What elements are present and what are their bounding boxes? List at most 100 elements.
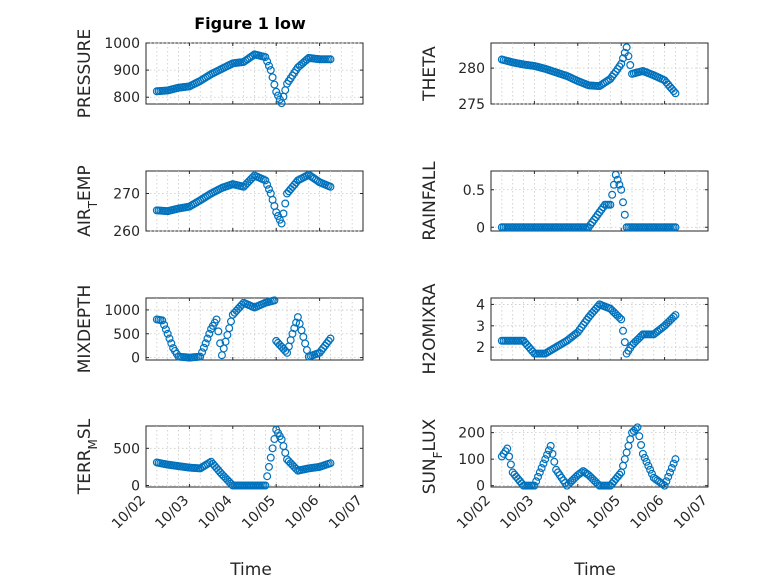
data-point — [543, 450, 552, 459]
data-point — [326, 459, 335, 468]
data-point — [503, 444, 512, 453]
y-tick-label: 200 — [458, 426, 485, 442]
data-point — [577, 468, 586, 477]
data-point — [268, 73, 277, 82]
data-point — [638, 449, 647, 458]
data-point — [326, 182, 335, 191]
x-tick-label: 10/02 — [109, 493, 149, 533]
data-point — [619, 198, 628, 207]
data-point — [635, 432, 644, 441]
data-point — [606, 200, 615, 209]
data-point — [198, 348, 207, 357]
y-tick-label: 280 — [458, 61, 485, 77]
data-point — [631, 425, 640, 434]
data-point — [608, 190, 617, 199]
data-point — [158, 316, 167, 325]
x-axis-label-left: Time — [229, 560, 272, 580]
x-tick-label: 10/03 — [152, 493, 192, 533]
data-point — [662, 477, 671, 486]
data-point — [539, 459, 548, 468]
subplot-terr-msl: 0 500 TERRMSL 10/02 10/03 10/04 10/05 10/06 10/0… — [75, 418, 366, 532]
data-point — [263, 472, 272, 481]
data-point — [666, 468, 675, 477]
data-point — [263, 180, 272, 189]
y-tick-label: 0 — [131, 479, 140, 495]
data-point — [647, 469, 656, 478]
data-point — [205, 329, 214, 338]
y-axis-label: PRESSURE — [75, 29, 95, 118]
data-point — [201, 339, 210, 348]
data-point — [270, 80, 279, 89]
data-point — [617, 185, 626, 194]
data-point — [160, 320, 169, 329]
data-point — [266, 66, 275, 75]
data-point — [292, 318, 301, 327]
x-tick-label: 10/05 — [239, 493, 279, 533]
subplot-mixdepth: 0 500 1000 MIXDEPTH — [75, 285, 364, 373]
data-point — [326, 334, 335, 343]
x-tick-label: 10/02 — [454, 493, 494, 533]
plot-area — [145, 425, 364, 488]
y-tick-label: 2 — [476, 340, 485, 356]
data-point — [633, 423, 642, 432]
y-tick-label: 800 — [113, 90, 140, 106]
x-tick-label: 10/07 — [326, 493, 366, 533]
data-point — [644, 461, 653, 470]
subplot-rainfall: 0 0.5 RAINFALL — [420, 161, 709, 241]
y-tick-label: 900 — [113, 63, 140, 79]
data-point — [619, 326, 628, 335]
data-point — [624, 52, 633, 61]
y-tick-label: 4 — [476, 297, 485, 313]
y-tick-label: 500 — [113, 441, 140, 457]
data-point — [615, 180, 624, 189]
data-point — [532, 477, 541, 486]
y-tick-label: 1000 — [104, 303, 140, 319]
x-tick-label: 10/04 — [541, 492, 581, 532]
data-point — [669, 459, 678, 468]
x-tick-label: 10/06 — [283, 492, 323, 532]
data-point — [506, 460, 515, 469]
data-point — [326, 55, 335, 64]
y-axis-label: TERRMSL — [75, 418, 100, 495]
data-point — [264, 61, 273, 70]
x-tick-label: 10/03 — [497, 493, 537, 533]
data-point — [199, 343, 208, 352]
data-point — [165, 334, 174, 343]
data-point — [203, 334, 212, 343]
data-point — [281, 199, 290, 208]
y-axis-label: AIRTEMP — [75, 165, 100, 236]
y-axis-label: SUNFLUX — [420, 418, 445, 494]
y-tick-label: 0.5 — [463, 183, 485, 199]
data-point — [534, 472, 543, 481]
data-point — [640, 453, 649, 462]
data-point — [264, 462, 273, 471]
data-point — [264, 185, 273, 194]
subplot-pressure: 800 900 1000 PRESSURE — [75, 29, 364, 118]
data-point — [530, 481, 539, 490]
data-point — [161, 325, 170, 334]
data-point — [646, 465, 655, 474]
data-point — [288, 329, 297, 338]
y-tick-label: 0 — [476, 479, 485, 495]
data-point — [167, 339, 176, 348]
data-point — [261, 53, 270, 62]
y-tick-label: 270 — [113, 187, 140, 203]
data-point — [613, 175, 622, 184]
data-point — [537, 463, 546, 472]
data-point — [279, 209, 288, 218]
subplot-theta: 275 280 THETA — [420, 42, 709, 113]
data-point — [622, 43, 631, 52]
data-point — [642, 457, 651, 466]
data-point — [272, 87, 281, 96]
y-tick-label: 260 — [113, 224, 140, 240]
subplot-sun-flux: 0 100 200 SUNFLUX 10/02 10/03 10/04 10/05 10/06 1… — [420, 418, 711, 532]
data-point — [615, 313, 624, 322]
data-point — [671, 89, 680, 98]
data-point — [671, 223, 680, 232]
y-tick-label: 0 — [476, 220, 485, 236]
data-point — [261, 481, 270, 490]
data-point — [671, 455, 680, 464]
data-point — [268, 444, 277, 453]
subplot-air-temp: 260 270 AIRTEMP — [75, 165, 364, 240]
data-point — [216, 339, 225, 348]
